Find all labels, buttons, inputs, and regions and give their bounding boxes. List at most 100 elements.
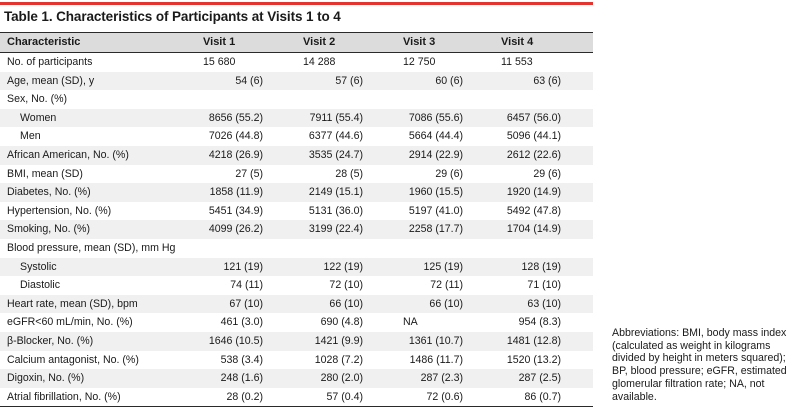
cell-visit-3: 66 (10) (429, 297, 463, 310)
cell-visit-4: 63 (6) (533, 74, 561, 87)
cell-visit-1: 4218 (26.9) (208, 148, 263, 161)
row-label: Diastolic (20, 279, 61, 292)
cell-visit-4: 71 (10) (527, 279, 561, 292)
cell-visit-4: 6457 (56.0) (506, 111, 561, 124)
cell-visit-4: 1520 (13.2) (506, 353, 561, 366)
cell-visit-1: 1646 (10.5) (208, 334, 263, 347)
cell-visit-2: 66 (10) (329, 297, 363, 310)
row-label: African American, No. (%) (7, 148, 129, 161)
table-row: Sex, No. (%) (0, 90, 593, 109)
cell-visit-1: 28 (0.2) (226, 390, 263, 403)
header-visit-3: Visit 3 (403, 36, 436, 48)
cell-visit-3: 1486 (11.7) (409, 353, 463, 366)
cell-visit-1: 461 (3.0) (220, 316, 263, 329)
cell-visit-2: 57 (6) (335, 74, 363, 87)
cell-visit-2: 5131 (36.0) (308, 204, 363, 217)
cell-visit-4: 5096 (44.1) (506, 130, 561, 143)
table-footnote: Abbreviations: BMI, body mass index (cal… (612, 327, 787, 403)
row-label: eGFR<60 mL/min, No. (%) (7, 316, 133, 329)
table-row: Age, mean (SD), y 54 (6) 57 (6) 60 (6) 63 (6… (0, 71, 593, 91)
cell-visit-1: 538 (3.4) (220, 353, 263, 366)
cell-visit-1: 15 680 (203, 56, 236, 68)
table-row: Atrial fibrillation, No. (%) 28 (0.2) 57 (… (0, 388, 593, 408)
cell-visit-4: 287 (2.5) (518, 372, 561, 385)
header-visit-4: Visit 4 (501, 36, 534, 48)
cell-visit-4: 29 (6) (533, 167, 561, 180)
row-label: Men (20, 130, 41, 143)
table-row: Women 8656 (55.2) 7911 (55.4) 7086 (55.6) 64… (0, 108, 593, 128)
row-label: Sex, No. (%) (7, 93, 68, 106)
table-title: Table 1. Characteristics of Participants… (4, 9, 341, 24)
cell-visit-3: 2258 (17.7) (408, 223, 463, 236)
row-label: Blood pressure, mean (SD), mm Hg (7, 241, 176, 254)
cell-visit-3: 60 (6) (435, 74, 463, 87)
cell-visit-2: 280 (2.0) (320, 372, 363, 385)
cell-visit-2: 3535 (24.7) (308, 148, 363, 161)
table-body: No. of participants 15 680 14 288 12 750 11 … (0, 53, 593, 408)
characteristics-table: Characteristic Visit 1 Visit 2 Visit 3 V… (0, 32, 593, 408)
cell-visit-1: 27 (5) (235, 167, 263, 180)
cell-visit-4: 11 553 (501, 56, 533, 68)
row-label: Digoxin, No. (%) (7, 372, 85, 385)
cell-visit-2: 1028 (7.2) (314, 353, 363, 366)
cell-visit-4: 954 (8.3) (518, 316, 561, 329)
row-label: Age, mean (SD), y (7, 74, 95, 87)
table-row: Men 7026 (44.8) 6377 (44.6) 5664 (44.4) 5096… (0, 127, 593, 146)
table-row: Calcium antagonist, No. (%) 538 (3.4) 1028… (0, 351, 593, 370)
cell-visit-4: 1920 (14.9) (506, 186, 561, 199)
table-row: eGFR<60 mL/min, No. (%) 461 (3.0) 690 (4.8… (0, 313, 593, 332)
cell-visit-1: 4099 (26.2) (208, 223, 263, 236)
cell-visit-3: 5197 (41.0) (408, 204, 463, 217)
table-row: Digoxin, No. (%) 248 (1.6) 280 (2.0) 287 (2… (0, 369, 593, 388)
cell-visit-3: 5664 (44.4) (408, 130, 463, 143)
cell-visit-1: 5451 (34.9) (208, 204, 263, 217)
row-label: Smoking, No. (%) (7, 223, 91, 236)
table-row: Diastolic 74 (11) 72 (10) 72 (11) 71 (10) (0, 276, 593, 295)
table-row: Diabetes, No. (%) 1858 (11.9) 2149 (15.1) 1… (0, 183, 593, 202)
table-row: Heart rate, mean (SD), bpm 67 (10) 66 (10)… (0, 294, 593, 314)
cell-visit-3: 1960 (15.5) (408, 186, 463, 199)
row-label: β-Blocker, No. (%) (7, 334, 94, 347)
row-label: Hypertension, No. (%) (7, 204, 112, 217)
cell-visit-4: 63 (10) (527, 297, 561, 310)
cell-visit-4: 86 (0.7) (524, 390, 561, 403)
cell-visit-4: 1704 (14.9) (506, 223, 561, 236)
cell-visit-4: 1481 (12.8) (506, 334, 561, 347)
row-label: Diabetes, No. (%) (7, 186, 91, 199)
cell-visit-2: 28 (5) (335, 167, 363, 180)
table-row: BMI, mean (SD) 27 (5) 28 (5) 29 (6) 29 (6) (0, 165, 593, 184)
table-row: African American, No. (%) 4218 (26.9) 3535… (0, 145, 593, 165)
cell-visit-1: 7026 (44.8) (208, 130, 263, 143)
table-row: Systolic 121 (19) 122 (19) 125 (19) 128 (19) (0, 257, 593, 277)
cell-visit-1: 67 (10) (229, 297, 263, 310)
header-characteristic: Characteristic (7, 36, 81, 48)
cell-visit-4: 5492 (47.8) (506, 204, 561, 217)
title-accent-rule (0, 2, 593, 5)
table-header-row: Characteristic Visit 1 Visit 2 Visit 3 V… (0, 32, 593, 53)
cell-visit-2: 3199 (22.4) (308, 223, 363, 236)
header-visit-1: Visit 1 (203, 36, 236, 48)
cell-visit-3: 12 750 (403, 56, 436, 68)
cell-visit-3: 1361 (10.7) (408, 334, 463, 347)
cell-visit-2: 72 (10) (329, 279, 363, 292)
cell-visit-3: 29 (6) (435, 167, 463, 180)
table-row: Smoking, No. (%) 4099 (26.2) 3199 (22.4) 22… (0, 220, 593, 239)
row-label: Systolic (20, 260, 57, 273)
row-label: Calcium antagonist, No. (%) (7, 353, 139, 366)
cell-visit-2: 6377 (44.6) (308, 130, 363, 143)
cell-visit-1: 1858 (11.9) (209, 186, 263, 199)
cell-visit-2: 14 288 (303, 56, 336, 68)
row-label: BMI, mean (SD) (7, 167, 83, 180)
cell-visit-2: 690 (4.8) (320, 316, 363, 329)
cell-visit-3: 72 (11) (430, 279, 463, 292)
cell-visit-3: NA (403, 316, 418, 329)
cell-visit-3: 287 (2.3) (420, 372, 463, 385)
cell-visit-4: 2612 (22.6) (506, 148, 561, 161)
cell-visit-1: 8656 (55.2) (208, 111, 263, 124)
table-row: β-Blocker, No. (%) 1646 (10.5) 1421 (9.9) 1… (0, 331, 593, 351)
cell-visit-2: 1421 (9.9) (314, 334, 363, 347)
row-label: Women (20, 111, 57, 124)
cell-visit-1: 74 (11) (230, 279, 263, 292)
cell-visit-2: 2149 (15.1) (308, 186, 363, 199)
header-visit-2: Visit 2 (303, 36, 336, 48)
